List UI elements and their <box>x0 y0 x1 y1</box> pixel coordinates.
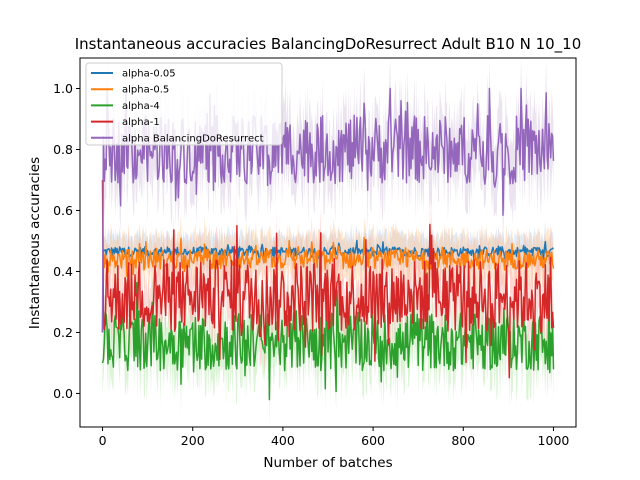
plot-frame <box>79 57 577 428</box>
chart-title: Instantaneous accuracies BalancingDoResu… <box>75 35 582 54</box>
series-line <box>101 272 555 401</box>
x-tick-label: 600 <box>361 433 385 448</box>
x-tick-label: 200 <box>181 433 205 448</box>
y-axis-ticks: 0.0 0.2 0.4 0.6 0.8 1.0 <box>53 81 80 401</box>
legend-label: alpha BalancingDoResurrect <box>122 133 264 144</box>
x-tick-label: 800 <box>451 433 475 448</box>
x-axis-label: Number of batches <box>263 455 392 471</box>
series-line <box>101 236 555 333</box>
legend-label: alpha-4 <box>122 101 160 112</box>
y-axis-label: Instantaneous accuracies <box>27 157 43 329</box>
series-line <box>101 87 555 333</box>
legend: alpha-0.05 alpha-0.5 alpha-4 alpha-1 alpha B… <box>85 62 283 146</box>
x-axis-ticks: 0 200 400 600 800 1000 <box>99 427 570 448</box>
x-tick-label: 1000 <box>538 433 570 448</box>
x-tick-label: 400 <box>271 433 295 448</box>
legend-box <box>85 62 283 146</box>
series-lines <box>101 87 555 401</box>
y-tick-label: 0.2 <box>53 325 73 340</box>
y-tick-label: 0.4 <box>53 264 73 279</box>
series-band <box>102 213 554 350</box>
y-tick-label: 0.8 <box>53 142 73 157</box>
legend-label: alpha-0.5 <box>122 85 169 96</box>
y-tick-label: 0.0 <box>53 386 73 401</box>
x-tick-label: 0 <box>99 433 107 448</box>
y-tick-label: 0.6 <box>53 203 73 218</box>
legend-label: alpha-1 <box>122 117 160 128</box>
legend-label: alpha-0.05 <box>122 69 176 80</box>
series-line <box>101 179 555 379</box>
y-tick-label: 1.0 <box>53 81 73 96</box>
